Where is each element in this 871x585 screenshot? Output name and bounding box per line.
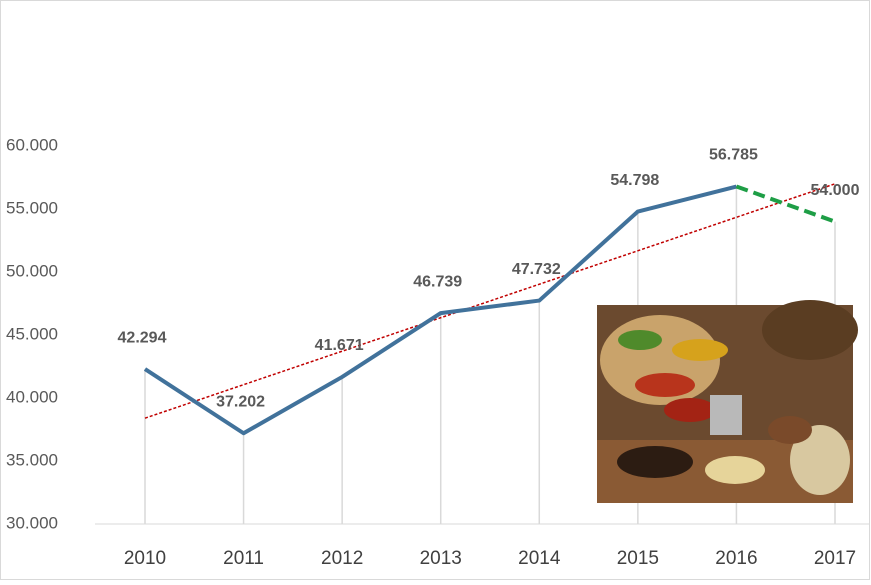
data-label: 56.785 [709,147,758,164]
y-tick-label: 45.000 [6,324,58,343]
y-tick-label: 40.000 [6,387,58,406]
y-tick-label: 55.000 [6,198,58,217]
data-label: 37.202 [216,393,265,410]
data-label: 42.294 [118,329,167,346]
data-label: 46.739 [413,273,462,290]
y-tick-label: 50.000 [6,261,58,280]
y-tick-label: 35.000 [6,450,58,469]
line-series [143,184,737,436]
x-tick-label: 2010 [124,548,166,569]
x-tick-label: 2013 [420,548,462,569]
trendline [144,183,836,419]
x-tick-label: 2017 [814,548,856,569]
x-tick-label: 2015 [617,548,659,569]
x-tick-label: 2014 [518,548,561,569]
y-tick-label: 30.000 [6,513,58,532]
data-label: 54.000 [811,182,860,199]
x-tick-label: 2016 [715,548,757,569]
photo [597,300,858,503]
y-tick-label: 60.000 [6,135,58,154]
data-label: 41.671 [315,337,364,354]
data-label: 54.798 [610,172,659,189]
data-label: 47.732 [512,261,561,278]
x-tick-label: 2011 [223,548,264,569]
x-tick-label: 2012 [321,548,363,569]
